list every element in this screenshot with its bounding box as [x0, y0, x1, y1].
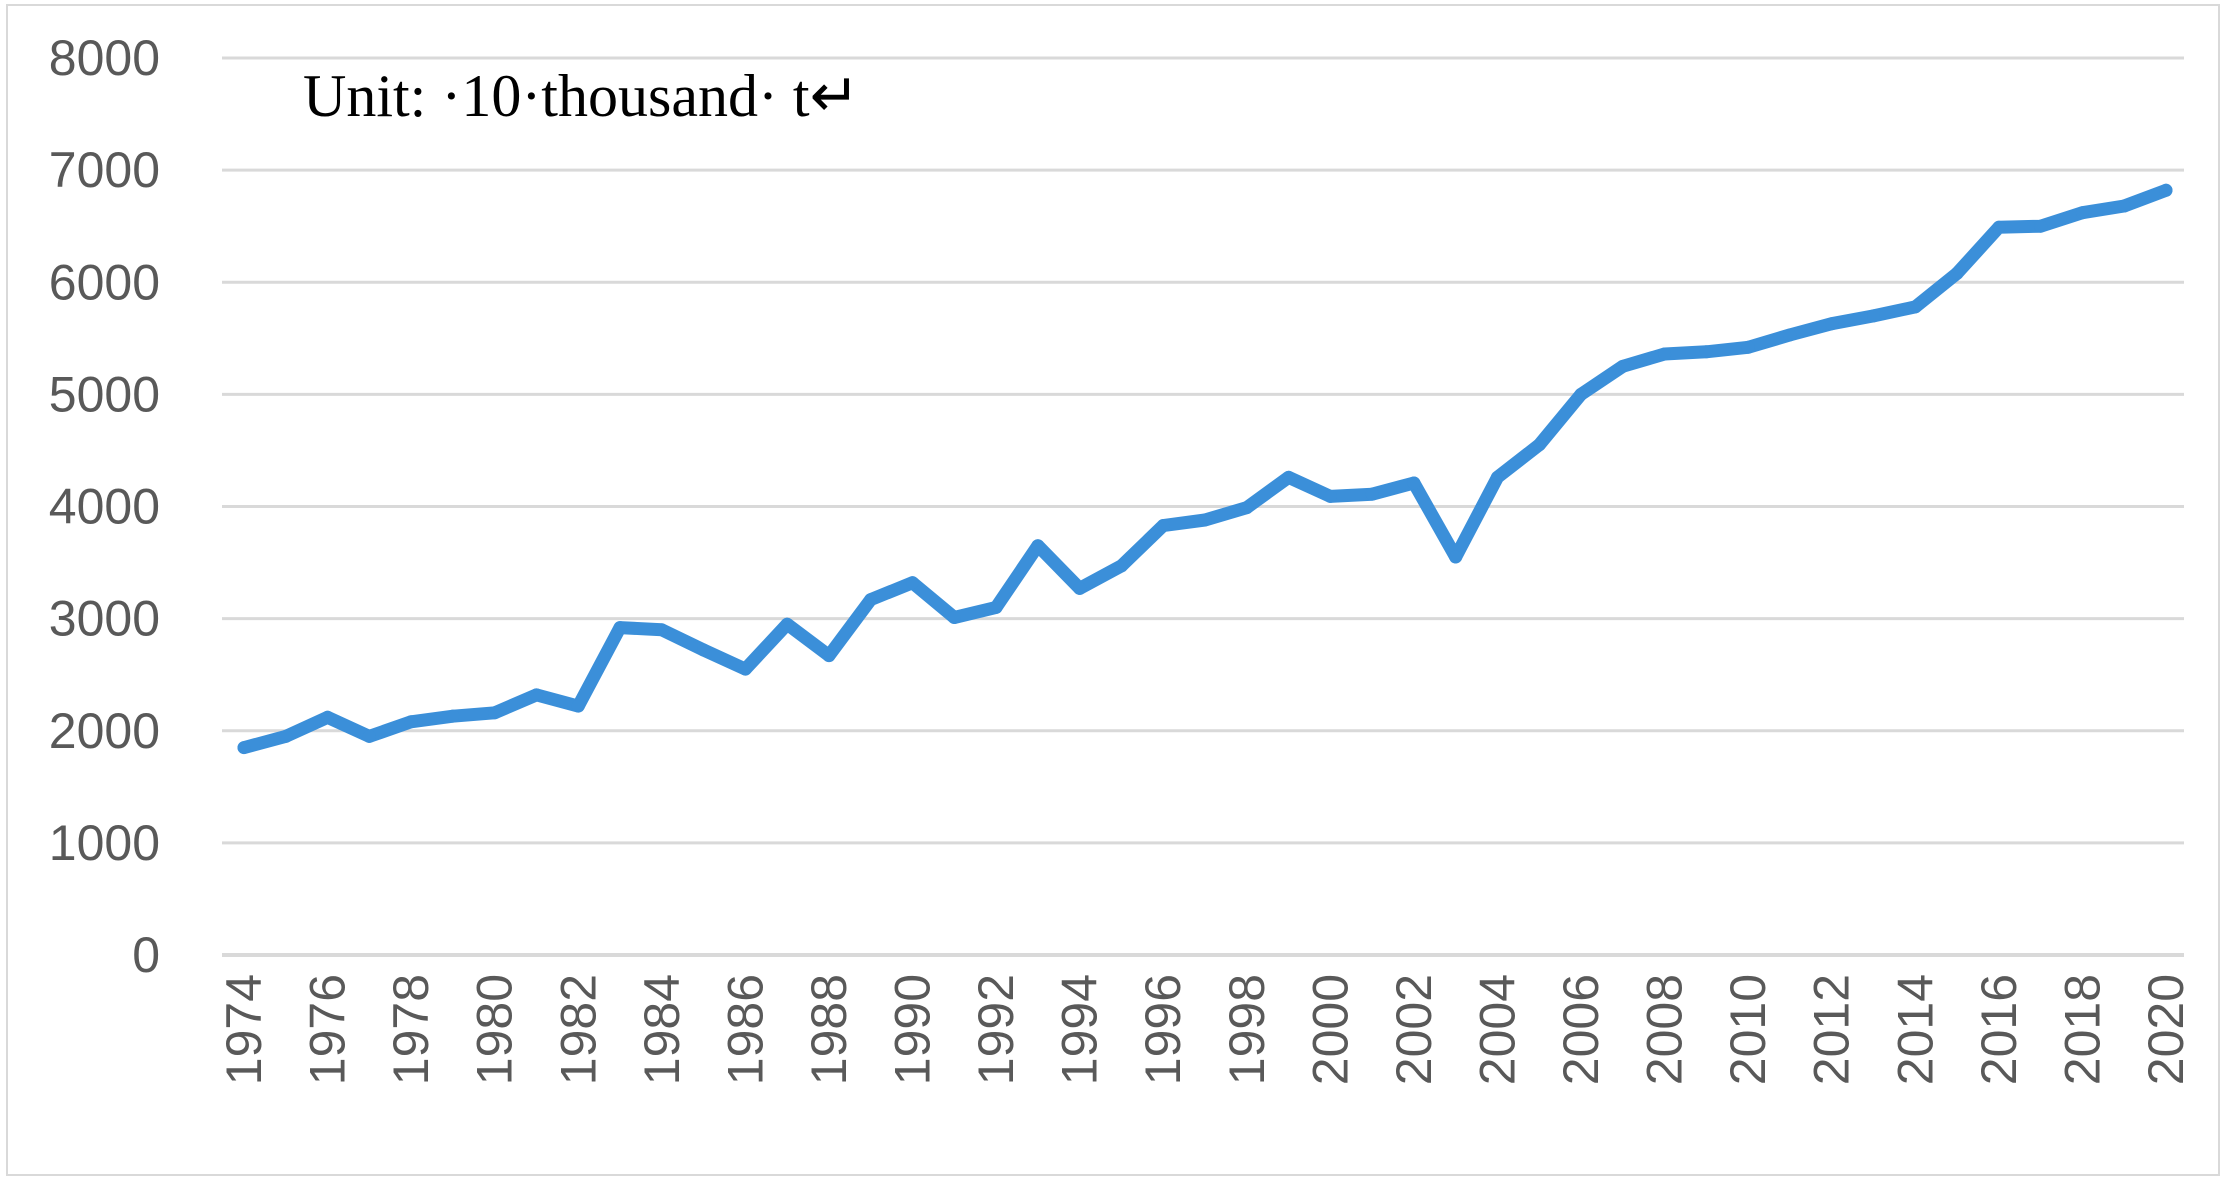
- data-point-2010: [1741, 340, 1755, 354]
- data-point-1981: [529, 688, 543, 702]
- chart-frame: 0 1000 2000 3000 4000 5000 6000 7000 8000 1974 19…: [6, 4, 2220, 1176]
- x-tick-label: 1982: [550, 974, 606, 1085]
- x-tick-label: 2016: [1971, 974, 2027, 1085]
- data-point-1976: [321, 710, 335, 724]
- x-tick-label: 2020: [2138, 974, 2194, 1085]
- x-tick-label: 1976: [300, 974, 356, 1085]
- data-point-1996: [1156, 519, 1170, 533]
- y-tick-label: 1000: [49, 815, 160, 871]
- data-point-2005: [1532, 438, 1546, 452]
- x-tick-label: 1978: [383, 974, 439, 1085]
- data-point-2007: [1616, 359, 1630, 373]
- x-tick-label: 1980: [467, 974, 523, 1085]
- x-tick-label: 2014: [1887, 974, 1943, 1085]
- data-point-1988: [822, 649, 836, 663]
- y-tick-label: 6000: [49, 254, 160, 310]
- x-tick-label: 1986: [717, 974, 773, 1085]
- data-point-1993: [1031, 539, 1045, 553]
- data-point-1994: [1073, 581, 1087, 595]
- data-point-1980: [488, 706, 502, 720]
- data-point-2017: [2034, 219, 2048, 233]
- data-point-2008: [1658, 347, 1672, 361]
- data-point-1985: [697, 643, 711, 657]
- data-point-1982: [571, 699, 585, 713]
- data-point-2013: [1867, 309, 1881, 323]
- x-tick-label: 1998: [1219, 974, 1275, 1085]
- data-point-1997: [1198, 513, 1212, 527]
- data-point-1987: [780, 617, 794, 631]
- data-point-1977: [362, 729, 376, 743]
- data-point-2011: [1783, 328, 1797, 342]
- y-tick-label: 8000: [49, 30, 160, 86]
- data-point-1989: [864, 593, 878, 607]
- y-tick-label: 3000: [49, 591, 160, 647]
- data-point-1975: [279, 729, 293, 743]
- x-tick-label: 2002: [1386, 974, 1442, 1085]
- data-point-1999: [1282, 470, 1296, 484]
- data-point-2020: [2159, 183, 2173, 197]
- x-tick-label: 1990: [885, 974, 941, 1085]
- data-point-2001: [1365, 487, 1379, 501]
- data-point-1978: [404, 715, 418, 729]
- data-point-1990: [906, 576, 920, 590]
- data-point-1974: [237, 741, 251, 755]
- x-tick-label: 2010: [1720, 974, 1776, 1085]
- x-tick-label: 2008: [1637, 974, 1693, 1085]
- data-point-1995: [1114, 559, 1128, 573]
- y-tick-label: 2000: [49, 703, 160, 759]
- data-point-2016: [1992, 220, 2006, 234]
- x-tick-label: 1992: [968, 974, 1024, 1085]
- data-point-2015: [1950, 266, 1964, 280]
- data-points: [237, 183, 2173, 755]
- x-tick-label: 2004: [1469, 974, 1525, 1085]
- data-point-1991: [947, 611, 961, 625]
- data-point-2019: [2117, 199, 2131, 213]
- y-axis-tick-labels: 0 1000 2000 3000 4000 5000 6000 7000 8000: [49, 30, 160, 983]
- data-point-1986: [738, 662, 752, 676]
- data-point-2000: [1323, 489, 1337, 503]
- data-point-2003: [1449, 550, 1463, 564]
- data-point-2018: [2075, 206, 2089, 220]
- x-tick-label: 1988: [801, 974, 857, 1085]
- y-tick-label: 4000: [49, 479, 160, 535]
- data-point-2004: [1490, 470, 1504, 484]
- y-tick-label: 0: [132, 927, 160, 983]
- x-tick-label: 1974: [216, 974, 272, 1085]
- unit-annotation: Unit: ·10·thousand· t↵: [303, 63, 860, 129]
- data-point-2006: [1574, 387, 1588, 401]
- x-tick-label: 2000: [1302, 974, 1358, 1085]
- x-tick-label: 2018: [2054, 974, 2110, 1085]
- x-tick-label: 1996: [1135, 974, 1191, 1085]
- y-tick-label: 5000: [49, 366, 160, 422]
- gridlines: [222, 56, 2184, 957]
- data-point-2002: [1407, 476, 1421, 490]
- data-point-2009: [1699, 345, 1713, 359]
- x-tick-label: 2012: [1804, 974, 1860, 1085]
- data-point-2014: [1908, 300, 1922, 314]
- data-point-1979: [446, 709, 460, 723]
- x-axis-tick-labels: 1974 1976 1978 1980 1982 1984 1986 1988 1990 1992…: [216, 974, 2194, 1085]
- data-point-1998: [1240, 501, 1254, 515]
- x-tick-label: 2006: [1553, 974, 1609, 1085]
- x-tick-label: 1994: [1052, 974, 1108, 1085]
- series-line: [237, 183, 2173, 755]
- data-point-1983: [613, 621, 627, 635]
- data-point-1984: [655, 623, 669, 637]
- data-point-1992: [989, 600, 1003, 614]
- y-tick-label: 7000: [49, 142, 160, 198]
- data-point-2012: [1825, 317, 1839, 331]
- x-tick-label: 1984: [634, 974, 690, 1085]
